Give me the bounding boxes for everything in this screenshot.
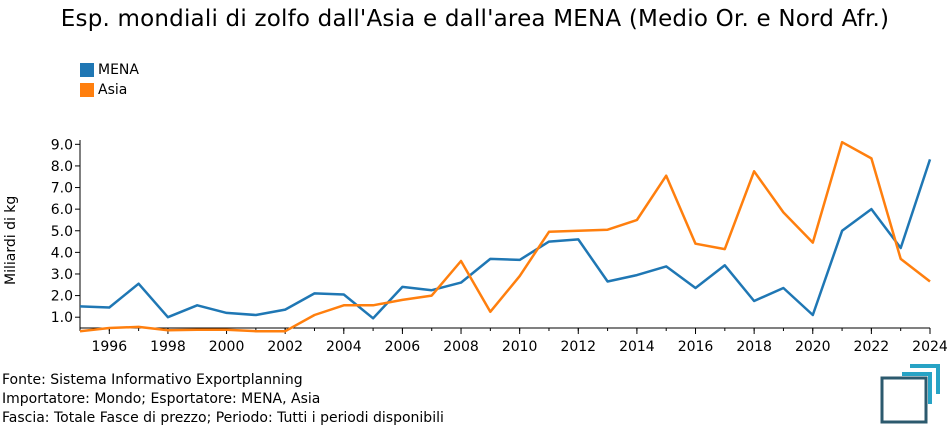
x-tick-label: 2004 xyxy=(326,339,362,355)
series-line-asia xyxy=(79,140,931,333)
line-chart: 1.0 2.0 3.0 4.0 5.0 6.0 7.0 8.0 9.0 1996 1998 2000 2… xyxy=(51,137,948,355)
footer-importer-exporter: Importatore: Mondo; Esportatore: MENA, A… xyxy=(2,391,321,407)
legend-swatch-asia xyxy=(80,83,94,97)
footer-source: Fonte: Sistema Informativo Exportplannin… xyxy=(2,372,303,388)
legend-label-asia: Asia xyxy=(98,82,128,98)
footer-range-period: Fascia: Totale Fasce di prezzo; Periodo:… xyxy=(2,410,444,426)
x-tick-label: 2012 xyxy=(560,339,596,355)
series-line-mena xyxy=(79,159,932,320)
x-tick-label: 2018 xyxy=(736,339,772,355)
legend: MENA Asia xyxy=(80,60,139,100)
exportplanning-logo-icon xyxy=(880,364,940,428)
legend-label-mena: MENA xyxy=(98,62,139,78)
x-tick-label: 1998 xyxy=(150,339,186,355)
y-tick-label: 5.0 xyxy=(51,224,73,240)
x-tick-label: 1996 xyxy=(91,339,127,355)
y-tick-label: 4.0 xyxy=(51,245,73,261)
x-tick-label: 2008 xyxy=(443,339,479,355)
y-tick-label: 3.0 xyxy=(51,267,73,283)
y-tick-label: 8.0 xyxy=(51,159,73,175)
chart-title: Esp. mondiali di zolfo dall'Asia e dall'… xyxy=(60,6,890,32)
y-tick-label: 2.0 xyxy=(51,289,73,305)
x-tick-label: 2002 xyxy=(267,339,303,355)
x-tick-label: 2020 xyxy=(795,339,831,355)
footer: Fonte: Sistema Informativo Exportplannin… xyxy=(2,371,444,428)
x-tick-label: 2010 xyxy=(502,339,538,355)
legend-item-mena: MENA xyxy=(80,60,139,80)
legend-swatch-mena xyxy=(80,63,94,77)
y-tick-label: 6.0 xyxy=(51,202,73,218)
x-tick-label: 2000 xyxy=(209,339,245,355)
x-tick-label: 2024 xyxy=(912,339,948,355)
legend-item-asia: Asia xyxy=(80,80,139,100)
x-tick-label: 2014 xyxy=(619,339,655,355)
y-tick-label: 9.0 xyxy=(51,137,73,153)
x-tick-label: 2016 xyxy=(678,339,714,355)
x-tick-label: 2006 xyxy=(385,339,421,355)
y-tick-label: 7.0 xyxy=(51,181,73,197)
x-tick-label: 2022 xyxy=(854,339,890,355)
y-tick-label: 1.0 xyxy=(51,310,73,326)
